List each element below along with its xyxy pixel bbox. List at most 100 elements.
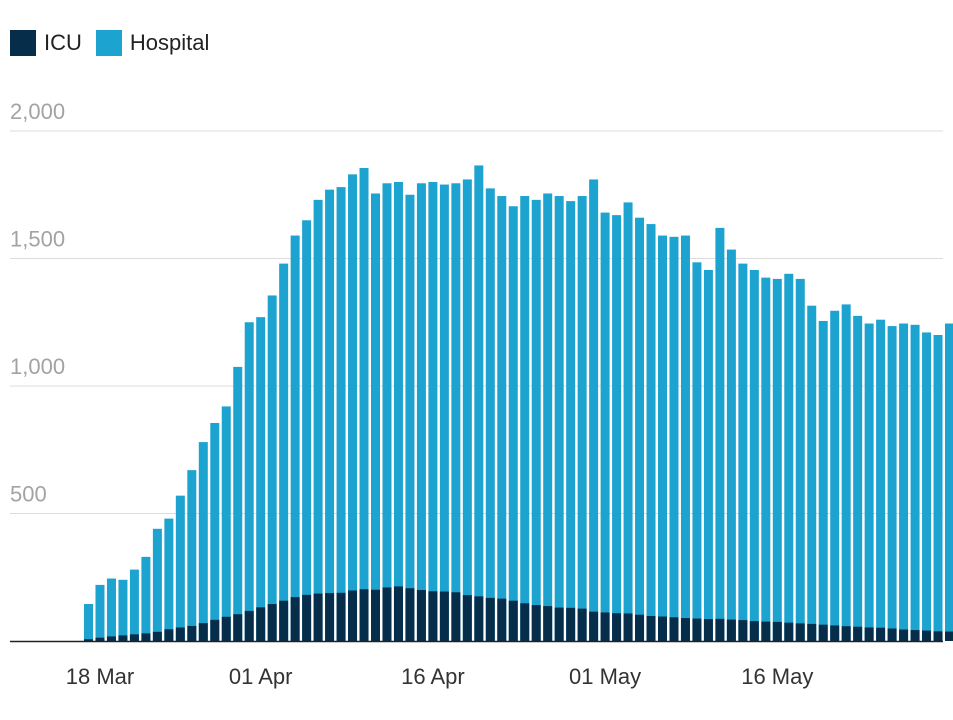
bar-icu [589,611,599,641]
y-tick-label: 2,000 [10,99,65,124]
bar-hospital [853,315,863,641]
bar-hospital [290,235,300,642]
x-tick-label: 16 May [741,664,813,689]
x-tick-label: 16 Apr [401,664,465,689]
bar-hospital [761,277,771,641]
bar-hospital [933,335,943,641]
bar-icu [841,626,851,641]
bar-icu [141,633,151,641]
bar-icu [749,621,759,641]
bar-icu [348,590,358,641]
bar-hospital [118,579,128,641]
bar-icu [336,592,346,641]
bar-hospital [807,305,817,641]
bar-hospital [152,528,162,641]
bar-hospital [876,319,886,641]
bar-icu [612,613,622,641]
bar-hospital [141,556,151,641]
bar-icu [302,594,312,641]
bar-hospital [658,235,667,642]
legend-swatch-icu [10,30,36,56]
bar-icu [279,600,289,641]
bar-hospital [474,165,484,642]
bar-hospital [818,320,828,641]
bar-icu [922,630,932,641]
bar-icu [325,593,335,641]
bar-icu [899,629,909,641]
x-tick-label: 18 Mar [66,664,134,689]
bar-icu [244,610,254,641]
bar-hospital [462,179,472,641]
bar-hospital [405,194,415,641]
bar-icu [520,603,530,641]
bar-hospital [726,249,736,641]
bar-hospital [416,183,426,641]
legend-swatch-hospital [95,30,122,56]
bar-icu [577,608,587,641]
bar-hospital [577,196,587,641]
legend-label-icu: ICU [44,30,82,55]
bar-hospital [738,263,748,641]
bar-icu [290,597,300,641]
bar-icu [187,625,197,641]
y-tick-label: 1,000 [10,354,65,379]
bar-icu [600,612,610,641]
bar-icu [508,600,518,641]
bar-hospital [233,366,243,641]
x-tick-label: 01 May [569,664,641,689]
bar-hospital [382,183,392,641]
bar-hospital [749,269,759,641]
bar-hospital [129,569,139,641]
bar-icu [485,597,495,641]
bar-icu [175,627,185,641]
bar-hospital [485,188,495,641]
bar-icu [658,616,667,641]
bar-icu [393,586,403,641]
bar-icu [221,616,231,641]
bar-hospital [589,179,599,641]
bar-hospital [84,604,93,641]
bar-hospital [348,174,358,641]
bar-hospital [830,310,840,641]
bar-icu [210,619,220,641]
y-tick-label: 1,500 [10,227,65,252]
bar-icu [152,631,162,641]
bar-hospital [325,189,335,641]
bar-icu [738,620,748,641]
bar-icu [726,619,736,641]
legend-item-hospital[interactable]: Hospital [95,30,209,56]
bar-icu [703,619,713,641]
bar-hospital [864,323,874,641]
bar-hospital [371,193,380,641]
bar-icu [864,627,874,641]
bar-hospital [428,182,438,641]
bar-icu [887,628,897,641]
bar-hospital [669,236,679,641]
bar-hospital [910,324,920,641]
bar-hospital [198,442,208,641]
bar-hospital [221,406,231,641]
bar-hospital [922,332,932,641]
bar-hospital [600,212,610,641]
bar-hospital [175,495,185,641]
bar-icu [531,605,541,641]
bar-hospital [313,199,323,641]
bar-icu [233,614,243,641]
bar-hospital [646,224,656,641]
bar-hospital [393,182,403,641]
bar-hospital [359,167,369,641]
bar-hospital [256,317,266,641]
bar-hospital [95,584,105,641]
bar-hospital [187,470,197,641]
bar-hospital [635,217,645,641]
bar-icu [118,635,128,641]
bar-hospital [210,422,220,641]
bar-hospital [302,220,312,641]
legend-item-icu[interactable]: ICU [10,30,82,56]
bar-hospital [841,304,851,641]
bar-hospital [554,196,564,641]
bar-icu [945,631,953,641]
bar-icu [313,593,323,641]
bar-hospital [795,278,805,641]
bar-hospital [279,263,289,641]
